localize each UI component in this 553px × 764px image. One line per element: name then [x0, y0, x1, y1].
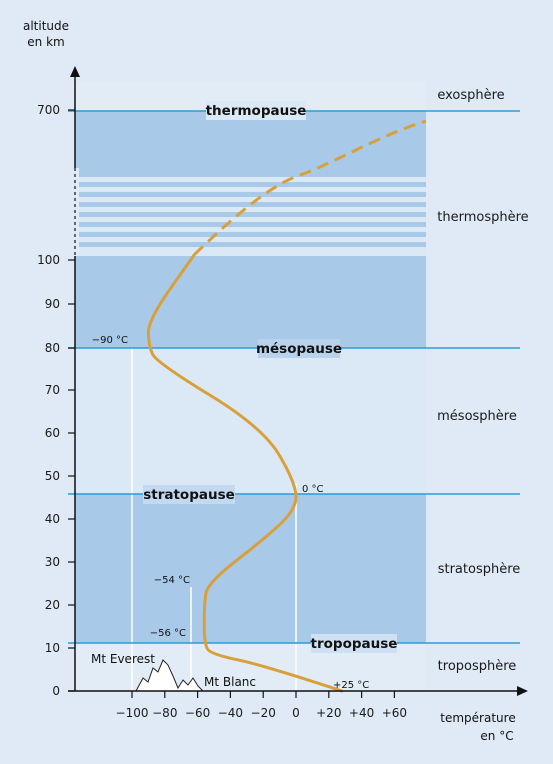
mountain-silhouette	[135, 659, 205, 692]
y-tick-label: 60	[45, 426, 60, 440]
annotation-plus25: +25 °C	[333, 680, 369, 691]
layer-label-exosphere: exosphère	[437, 88, 504, 103]
y-tick-label: 40	[45, 512, 60, 526]
layer-label-stratosphere: stratosphère	[438, 562, 521, 577]
x-tick-label: −60	[185, 706, 210, 720]
label-tropopause: tropopause	[311, 636, 398, 652]
annotation-minus54: −54 °C	[154, 575, 190, 586]
y-axis-arrow	[70, 66, 80, 77]
y-axis-ticks: 0 10 20 30 40 50 60 70 80 90 100 700	[37, 103, 75, 698]
x-axis-arrow	[517, 686, 528, 696]
y-tick-label: 100	[37, 253, 60, 267]
x-axis-title-line2: en °C	[480, 729, 513, 743]
annotation-minus56: −56 °C	[150, 628, 186, 639]
y-tick-label: 90	[45, 297, 60, 311]
x-tick-label: +40	[349, 706, 374, 720]
annotation-zero: 0 °C	[302, 484, 324, 495]
y-tick-label: 50	[45, 469, 60, 483]
tropopause-label-bg	[311, 634, 397, 653]
y-axis-title-line1: altitude	[23, 19, 69, 33]
temperature-curve-solid	[146, 253, 344, 693]
x-tick-label: −80	[152, 706, 177, 720]
y-tick-label: 10	[45, 641, 60, 655]
temperature-curve-dashed	[193, 119, 427, 256]
annotation-blanc: Mt Blanc	[204, 675, 256, 689]
y-tick-label: 20	[45, 598, 60, 612]
mesosphere-band	[75, 348, 426, 494]
x-tick-label: −100	[116, 706, 149, 720]
x-axis-ticks: −100 −80 −60 −40 −20 0 +20 +40 +60	[116, 691, 407, 720]
temperature-curve	[146, 119, 427, 693]
lower-thermosphere-band	[75, 256, 426, 348]
mesopause-label-bg	[258, 339, 340, 358]
label-mesopause: mésopause	[256, 341, 342, 357]
thermopause-label-bg	[206, 101, 306, 120]
x-tick-label: +20	[316, 706, 341, 720]
y-axis-title-line2: en km	[27, 35, 64, 49]
annotation-minus90: −90 °C	[92, 335, 128, 346]
stratopause-label-bg	[143, 485, 235, 504]
x-tick-label: 0	[292, 706, 300, 720]
label-thermopause: thermopause	[206, 103, 307, 119]
x-tick-label: +60	[382, 706, 407, 720]
x-tick-label: −40	[218, 706, 243, 720]
thermosphere-band	[75, 111, 426, 172]
label-stratopause: stratopause	[143, 487, 235, 503]
layer-label-troposphere: troposphère	[438, 659, 517, 674]
layer-label-thermosphere: thermosphère	[437, 210, 528, 225]
y-tick-label: 70	[45, 383, 60, 397]
axis-break-stripes	[75, 172, 426, 247]
x-tick-label: −20	[251, 706, 276, 720]
annotation-everest: Mt Everest	[91, 652, 155, 666]
x-axis-title-line1: température	[440, 711, 515, 725]
y-tick-label: 700	[37, 103, 60, 117]
y-tick-label: 0	[52, 684, 60, 698]
stratosphere-band	[75, 494, 426, 643]
y-tick-label: 30	[45, 555, 60, 569]
layer-label-mesosphere: mésosphère	[437, 409, 517, 424]
y-tick-label: 80	[45, 341, 60, 355]
